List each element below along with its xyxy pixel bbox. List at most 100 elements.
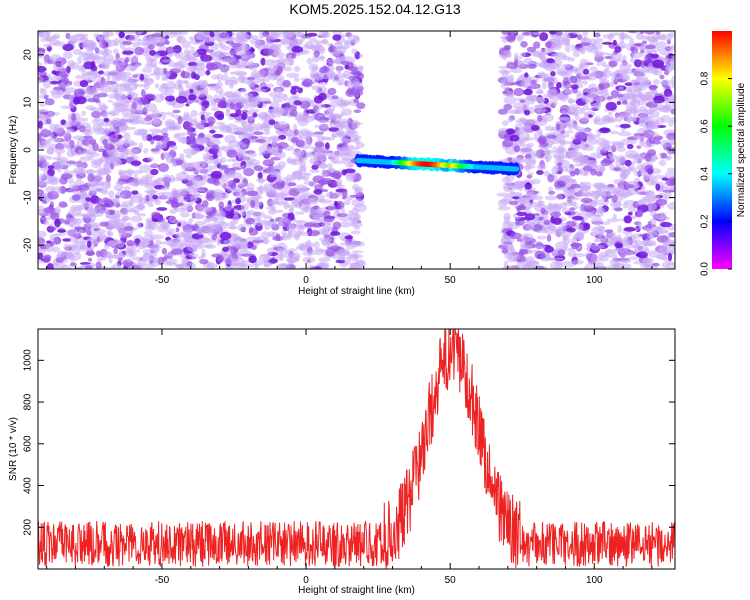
noise-blob — [551, 53, 562, 58]
noise-blob — [147, 156, 154, 162]
noise-blob — [259, 219, 269, 224]
noise-blob — [353, 98, 359, 104]
noise-blob — [502, 139, 514, 148]
colorbar-tick-label: 0.4 — [700, 166, 711, 180]
noise-blob — [647, 121, 660, 129]
noise-blob — [536, 108, 548, 113]
noise-blob — [306, 57, 313, 65]
noise-blob — [108, 255, 113, 264]
noise-blob — [355, 141, 365, 149]
noise-blob — [225, 101, 231, 108]
noise-blob — [559, 175, 571, 180]
noise-blob — [185, 153, 192, 159]
noise-blob — [579, 42, 591, 46]
noise-blob — [526, 223, 535, 231]
snr-y-axis-label: SNR (10 * v/v) — [8, 417, 19, 481]
noise-blob — [98, 81, 111, 87]
noise-blob — [93, 126, 107, 135]
noise-blob — [337, 248, 351, 256]
noise-blob — [264, 59, 276, 67]
noise-blob — [655, 199, 668, 206]
noise-blob — [106, 58, 119, 65]
noise-blob — [567, 97, 574, 105]
noise-blob — [264, 31, 270, 35]
noise-blob — [216, 31, 222, 37]
noise-blob — [537, 200, 543, 208]
noise-blob — [251, 211, 266, 218]
noise-blob — [98, 233, 107, 242]
noise-blob — [597, 262, 605, 269]
noise-blob — [121, 76, 134, 83]
noise-blob — [228, 170, 236, 178]
noise-blob — [612, 213, 617, 220]
noise-blob — [151, 211, 161, 219]
noise-blob — [587, 133, 595, 142]
noise-blob — [65, 251, 73, 259]
noise-blob — [645, 101, 658, 108]
noise-blob — [188, 36, 194, 41]
noise-blob — [567, 57, 575, 62]
noise-blob — [570, 210, 575, 216]
noise-blob — [635, 33, 645, 40]
noise-blob — [611, 188, 626, 193]
noise-blob — [114, 222, 125, 232]
noise-blob — [618, 35, 632, 40]
noise-blob — [105, 181, 111, 189]
noise-blob — [39, 101, 47, 107]
noise-blob — [331, 131, 336, 139]
noise-blob — [173, 61, 185, 70]
noise-blob — [87, 173, 95, 183]
noise-blob — [651, 168, 662, 175]
noise-blob — [211, 106, 220, 112]
noise-blob — [56, 262, 67, 269]
noise-blob — [171, 202, 182, 208]
noise-blob — [588, 83, 598, 91]
noise-blob — [175, 95, 188, 104]
noise-blob — [274, 123, 289, 129]
noise-blob — [282, 31, 296, 37]
noise-blob — [342, 138, 355, 143]
noise-blob — [224, 204, 233, 212]
noise-blob — [600, 255, 612, 258]
noise-blob — [62, 238, 71, 242]
noise-blob — [226, 158, 237, 162]
noise-blob — [233, 48, 247, 56]
noise-blob — [173, 207, 187, 213]
noise-blob — [305, 239, 312, 248]
noise-blob — [228, 76, 238, 84]
noise-blob — [579, 47, 585, 54]
noise-blob — [601, 61, 607, 67]
noise-blob — [544, 245, 554, 253]
noise-blob — [299, 97, 311, 101]
noise-blob — [320, 123, 329, 129]
noise-blob — [605, 101, 617, 111]
noise-blob — [156, 207, 168, 211]
noise-blob — [536, 164, 547, 171]
noise-blob — [666, 262, 675, 269]
noise-blob — [556, 82, 562, 89]
noise-blob — [589, 66, 598, 72]
noise-blob — [200, 169, 213, 173]
noise-blob — [620, 173, 628, 180]
noise-blob — [556, 93, 566, 99]
noise-blob — [547, 223, 556, 231]
noise-blob — [71, 113, 77, 122]
noise-blob — [106, 73, 111, 81]
noise-blob — [568, 126, 573, 130]
noise-blob — [242, 120, 256, 129]
noise-blob — [640, 59, 645, 69]
noise-blob — [179, 211, 190, 218]
noise-blob — [263, 44, 268, 49]
noise-blob — [75, 74, 84, 80]
noise-blob — [66, 149, 76, 158]
noise-blob — [240, 264, 255, 268]
noise-blob — [213, 94, 219, 103]
noise-blob — [131, 256, 143, 261]
noise-blob — [225, 214, 234, 219]
noise-blob — [248, 255, 257, 264]
noise-blob — [559, 117, 571, 122]
noise-blob — [241, 253, 254, 257]
noise-blob — [501, 31, 511, 36]
noise-blob — [617, 225, 623, 234]
